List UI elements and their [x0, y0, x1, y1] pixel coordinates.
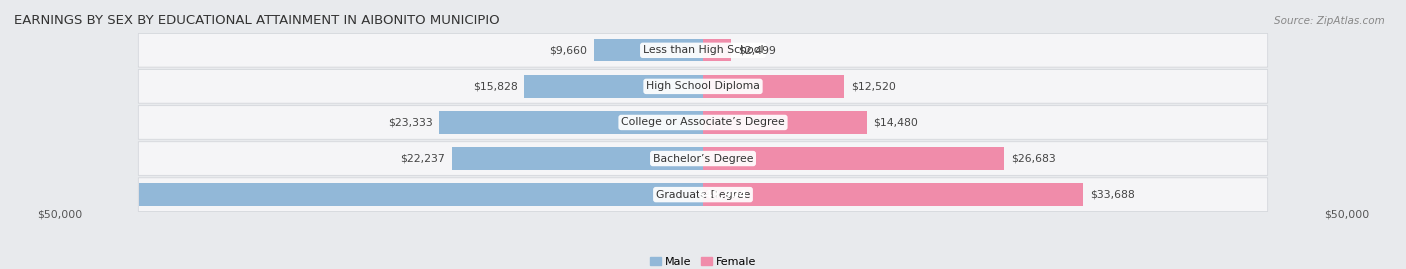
- Text: $23,333: $23,333: [388, 118, 433, 128]
- Text: $33,688: $33,688: [1090, 190, 1135, 200]
- FancyBboxPatch shape: [138, 178, 1268, 211]
- Text: $50,000: $50,000: [37, 209, 82, 219]
- Text: Graduate Degree: Graduate Degree: [655, 190, 751, 200]
- Bar: [440, 111, 703, 134]
- Text: Source: ZipAtlas.com: Source: ZipAtlas.com: [1274, 16, 1385, 26]
- FancyBboxPatch shape: [138, 70, 1268, 103]
- Text: $26,683: $26,683: [1011, 154, 1056, 164]
- FancyBboxPatch shape: [138, 106, 1268, 139]
- Text: College or Associate’s Degree: College or Associate’s Degree: [621, 118, 785, 128]
- Bar: [703, 111, 866, 134]
- FancyBboxPatch shape: [138, 34, 1268, 67]
- Bar: [451, 147, 703, 170]
- Bar: [524, 75, 703, 98]
- Text: $15,828: $15,828: [472, 82, 517, 91]
- Text: $9,660: $9,660: [550, 45, 588, 55]
- Text: High School Diploma: High School Diploma: [647, 82, 759, 91]
- Text: $12,520: $12,520: [851, 82, 896, 91]
- Bar: [703, 39, 731, 62]
- Text: EARNINGS BY SEX BY EDUCATIONAL ATTAINMENT IN AIBONITO MUNICIPIO: EARNINGS BY SEX BY EDUCATIONAL ATTAINMEN…: [14, 14, 499, 27]
- Bar: [593, 39, 703, 62]
- Text: $49,904: $49,904: [697, 190, 747, 200]
- Bar: [703, 75, 845, 98]
- Bar: [703, 147, 1004, 170]
- Text: Bachelor’s Degree: Bachelor’s Degree: [652, 154, 754, 164]
- Text: $14,480: $14,480: [873, 118, 918, 128]
- Text: $50,000: $50,000: [1324, 209, 1369, 219]
- Text: Less than High School: Less than High School: [643, 45, 763, 55]
- Text: $22,237: $22,237: [401, 154, 446, 164]
- Bar: [703, 183, 1084, 206]
- Text: $2,499: $2,499: [738, 45, 776, 55]
- FancyBboxPatch shape: [138, 142, 1268, 175]
- Legend: Male, Female: Male, Female: [645, 253, 761, 269]
- Bar: [139, 183, 703, 206]
